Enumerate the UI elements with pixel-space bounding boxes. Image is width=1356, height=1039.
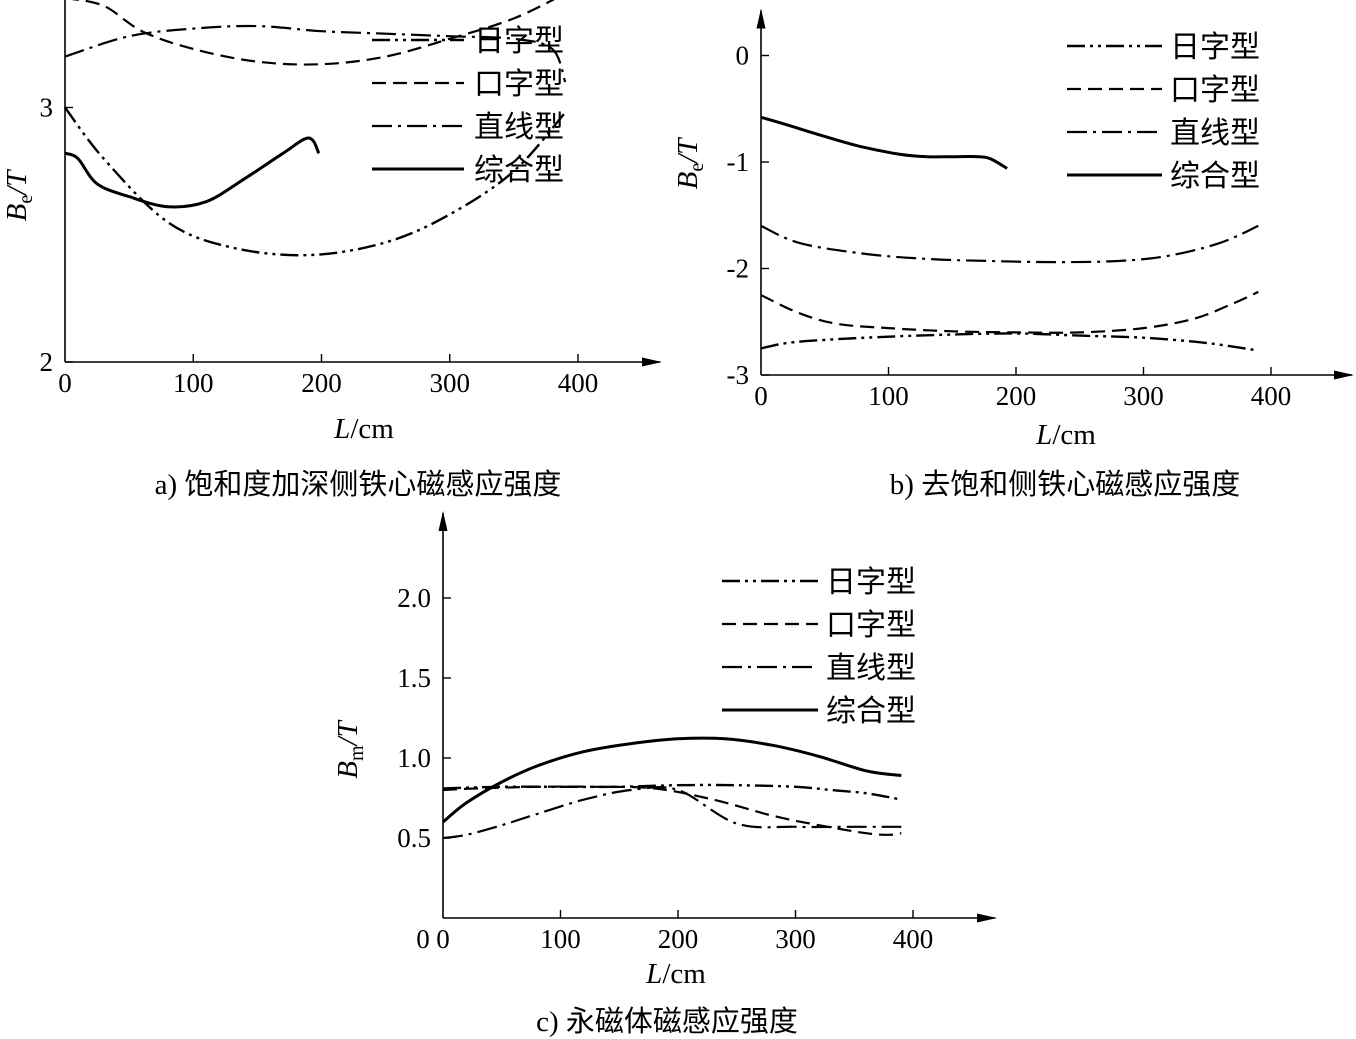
x-axis-arrow-icon [642,357,662,367]
x-tick-label: 200 [301,368,342,398]
x-tick-label: 100 [868,381,909,411]
series-line-dashed [70,0,555,66]
x-axis-arrow-icon [977,913,997,923]
y-tick-label: 0.5 [397,823,431,853]
y-tick-label: 3 [40,93,54,123]
legend-label: 综合型 [826,695,916,728]
y-tick-label: 2 [40,347,54,377]
series-line-solid [760,115,1008,170]
series-line-dash-dot [442,786,902,840]
x-axis-label: L/cm [1035,419,1096,451]
series-line-dashed [760,290,1259,334]
legend-label: 直线型 [1170,117,1260,150]
chart-c: 0 100 200 300 400 0.5 1.0 1.5 2.0 0 Bm/T L/cm c) 永磁体… [332,511,997,1038]
y-tick-label: 2.0 [397,583,431,613]
y-tick-label: 0 [736,41,750,71]
series-line-solid [442,736,902,824]
legend-label: 综合型 [1170,160,1260,193]
series-line-dash-dot-dot [760,332,1259,352]
chart-caption: c) 永磁体磁感应强度 [536,1005,798,1038]
legend-label: 日字型 [1170,31,1260,64]
x-tick-label: 300 [1123,381,1164,411]
legend-label: 日字型 [474,25,564,58]
legend-label: 日字型 [826,566,916,599]
y-axis-arrow-icon [438,511,448,531]
x-tick-label: 0 [754,381,768,411]
chart-b: 0 100 200 300 400 0 -1 -2 -3 Be/T L/cm b) 去饱和侧铁心磁感应… [672,8,1354,501]
x-tick-label: 300 [430,368,471,398]
legend-label: 直线型 [474,111,564,144]
x-tick-label: 0 [416,924,430,954]
chart-caption: a) 饱和度加深侧铁心磁感应强度 [155,468,562,501]
y-axis-label: Be/T [1,169,37,222]
x-tick-label: 300 [775,924,816,954]
x-tick-label: 200 [996,381,1037,411]
y-tick-label: 1.0 [397,743,431,773]
legend-label: 口字型 [1170,74,1260,107]
y-axis-label: Be/T [672,137,708,190]
series-line-solid [64,136,321,209]
legend-label: 口字型 [826,609,916,642]
x-tick-label: 400 [893,924,934,954]
y-tick-label: -2 [727,254,750,284]
legend-label: 直线型 [826,652,916,685]
y-tick-label: -1 [727,147,750,177]
x-axis-label: L/cm [333,413,394,445]
x-tick-label: 100 [173,368,214,398]
y-tick-label: 1.5 [397,663,431,693]
chart-a: 01002003004002345Be/TL/cma) 饱和度加深侧铁心磁感应强… [1,0,662,501]
series-line-dashed [442,785,902,836]
x-tick-label: 400 [558,368,599,398]
series-line-dash-dot [64,24,567,83]
x-tick-label: 100 [540,924,581,954]
y-axis-label: Bm/T [332,719,368,778]
x-tick-label: 400 [1251,381,1292,411]
x-axis-label: L/cm [645,958,706,990]
legend-label: 口字型 [474,68,564,101]
y-axis-arrow-icon [756,8,766,29]
x-tick-label: 0 [436,924,450,954]
x-tick-label: 0 [58,368,72,398]
legend-label: 综合型 [474,154,564,187]
chart-caption: b) 去饱和侧铁心磁感应强度 [890,468,1240,501]
x-tick-label: 200 [658,924,699,954]
series-line-dash-dot [760,224,1259,264]
x-axis-arrow-icon [1334,370,1354,380]
y-tick-label: -3 [727,360,750,390]
